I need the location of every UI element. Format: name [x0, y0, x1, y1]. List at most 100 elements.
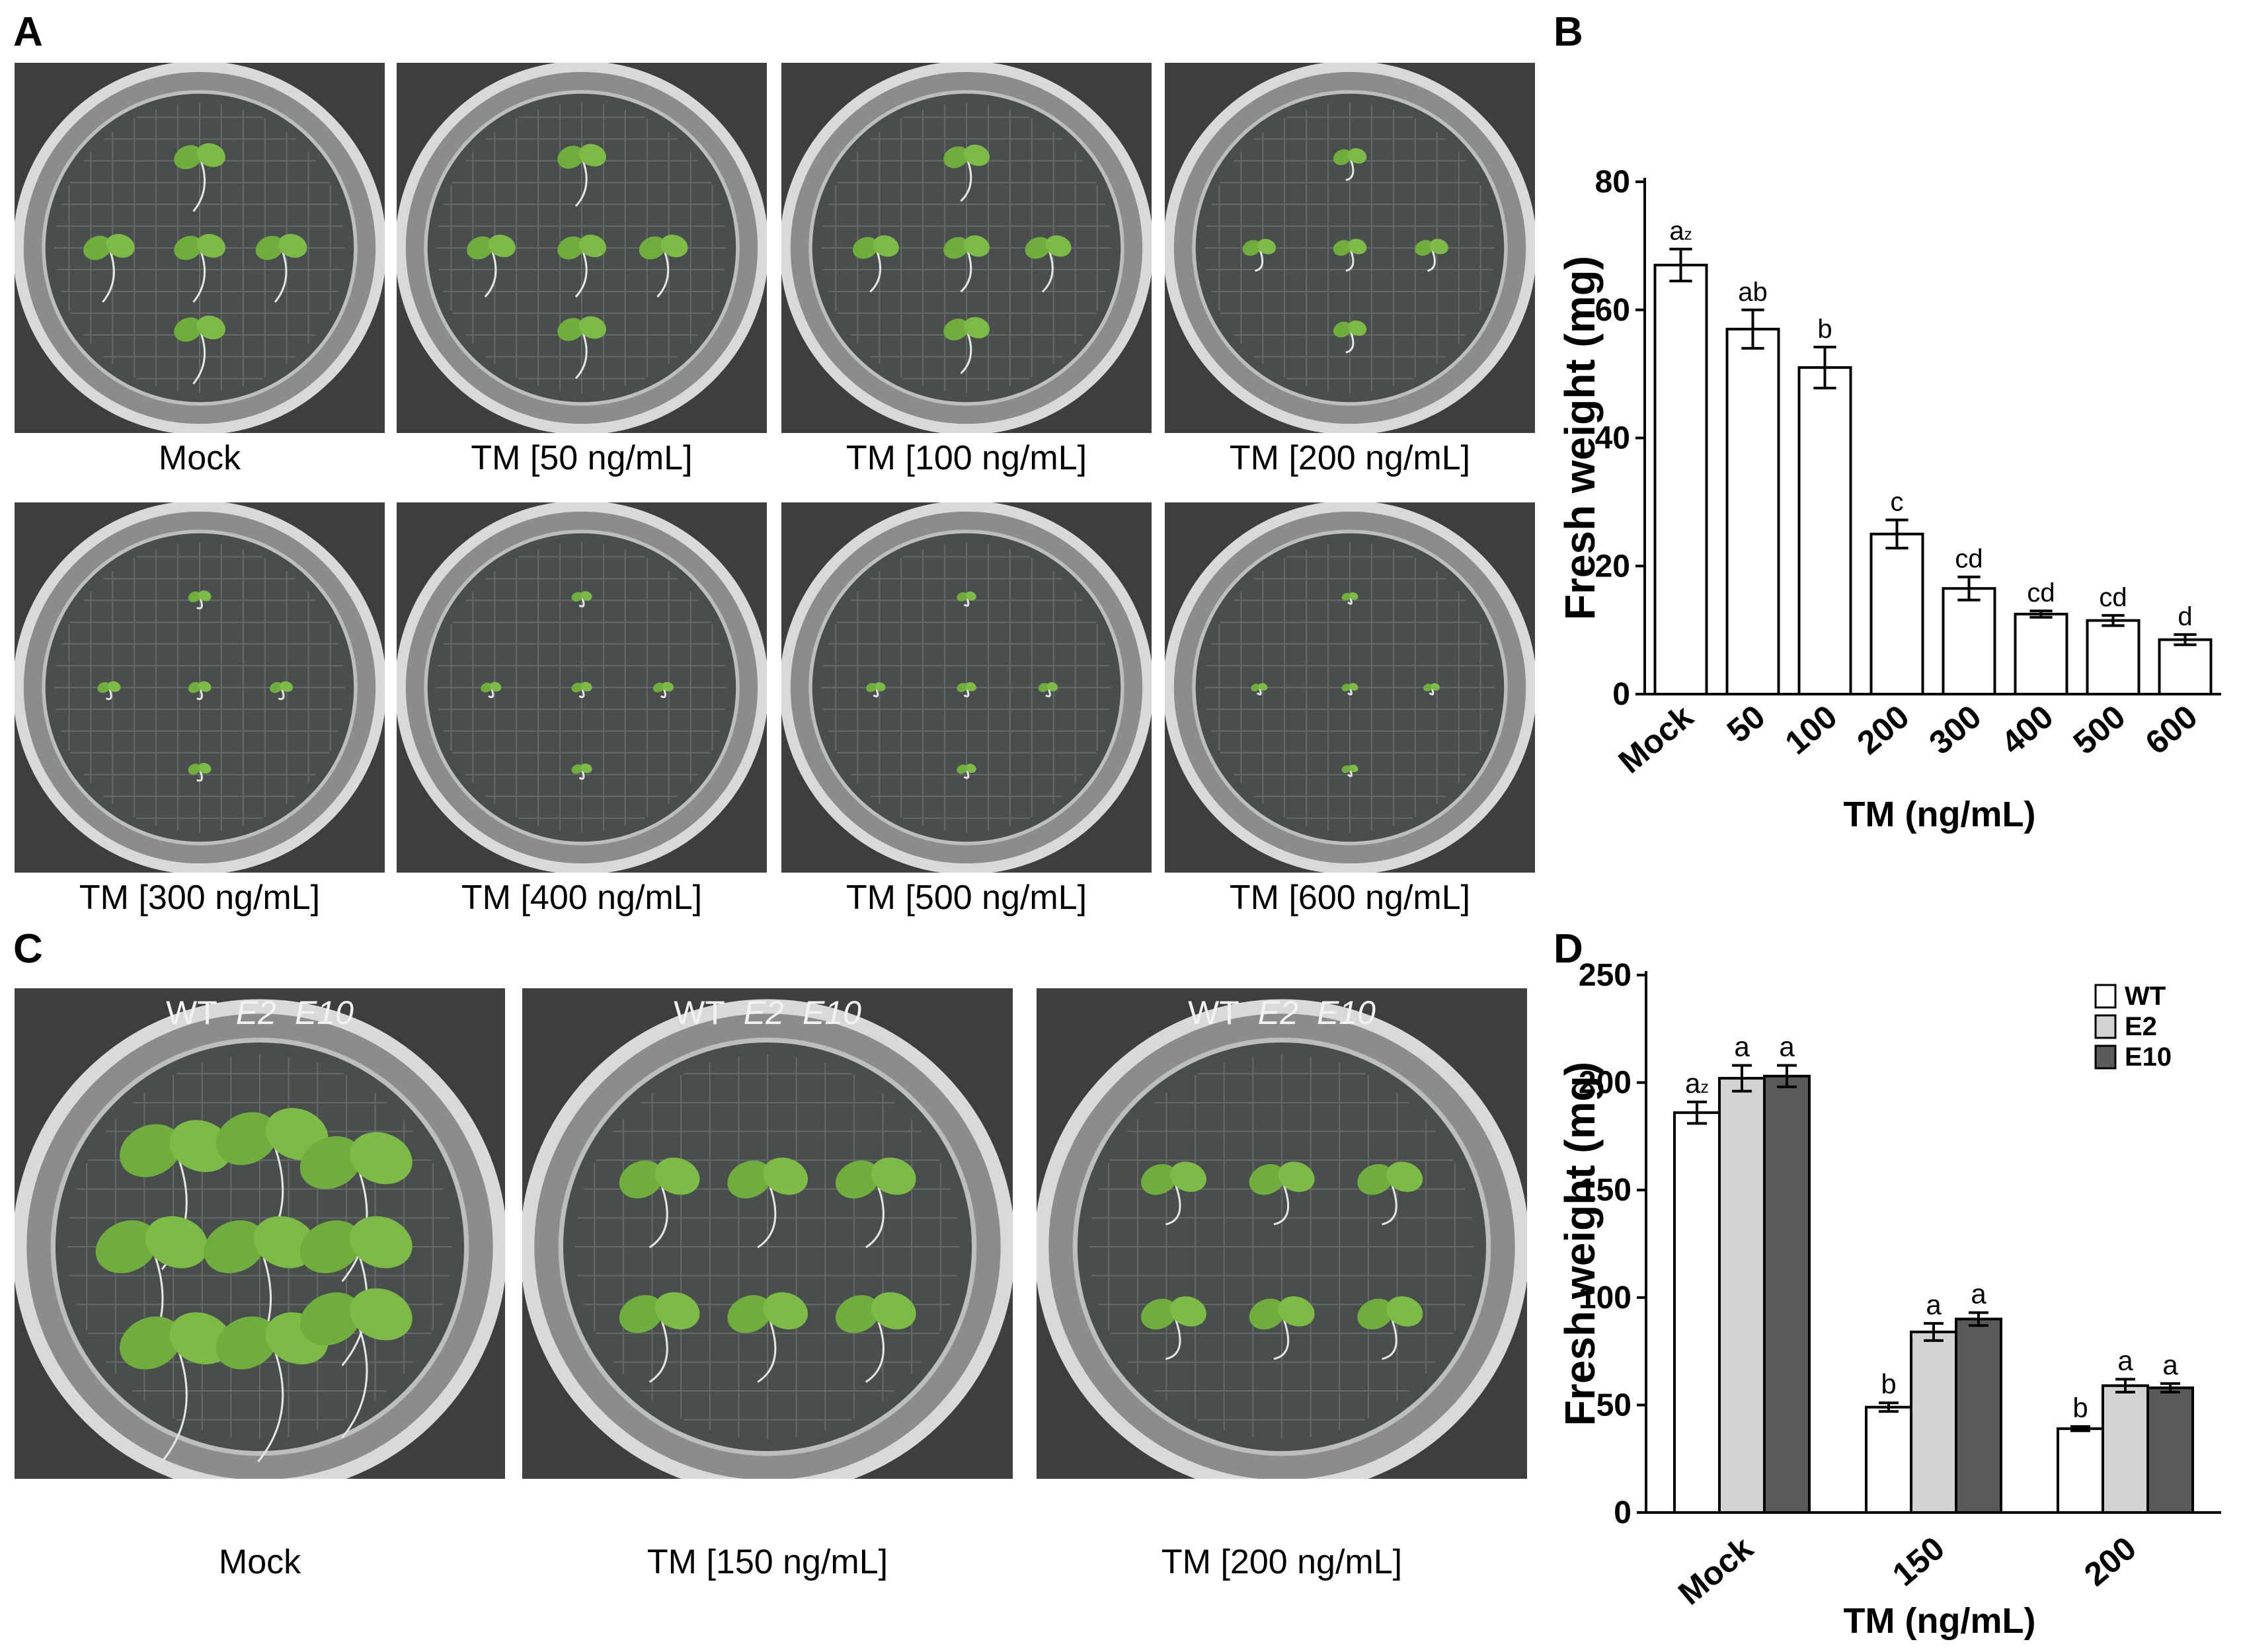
error-bar: [2102, 613, 2125, 627]
seedling: [619, 1158, 700, 1249]
bar: [2158, 638, 2213, 695]
seedling: [943, 144, 990, 202]
seedling: [852, 235, 899, 293]
panel-b-chart: 0 20 40 60 80 az Mock ab 50 b 100 c 200 cd 300 cd 400 cd 5…: [1547, 126, 2234, 859]
seedling: [1249, 1161, 1315, 1226]
y-axis-label: Fresh weight (mg): [1556, 1062, 1604, 1426]
x-tick-label: 100: [1778, 698, 1844, 762]
significance-label: d: [2178, 602, 2192, 631]
seedling: [188, 590, 212, 610]
seedling: [1341, 764, 1358, 777]
legend-swatch: [2094, 984, 2117, 1009]
panel-a-plate-photo: [781, 63, 1152, 433]
panel-letter-d: D: [1553, 926, 1583, 972]
seedling: [571, 682, 592, 698]
seedling: [1249, 1296, 1315, 1360]
seedling: [571, 591, 592, 608]
seedling: [1415, 239, 1448, 272]
y-axis-label: Fresh weight (mg): [1556, 256, 1604, 620]
bar: [1942, 587, 1996, 695]
legend-label: WT: [2125, 982, 2166, 1011]
seedling: [1333, 320, 1367, 354]
y-tick-label: 60: [1595, 293, 1630, 328]
panel-c-plate-photo: WT E2 E10: [522, 988, 1013, 1479]
seedling: [727, 1158, 808, 1249]
significance-label: a: [1926, 1289, 1942, 1320]
panel-a-plate-photo: [397, 502, 767, 873]
genotype-labels: WT E2 E10: [522, 995, 1013, 1031]
seedling: [836, 1158, 916, 1249]
panel-a-plate-caption: TM [500 ng/mL]: [845, 879, 1087, 917]
seedling: [639, 234, 688, 298]
bar: [1910, 1330, 1957, 1514]
y-tick-label: 100: [1579, 1280, 1632, 1316]
significance-label: a: [2162, 1349, 2178, 1380]
seedling: [1423, 683, 1440, 695]
seedling: [727, 1292, 808, 1383]
error-bar: [2029, 610, 2053, 619]
seedling: [957, 682, 976, 697]
panel-a-plate-photo: [397, 63, 767, 433]
seedling: [481, 682, 502, 698]
seedling: [653, 682, 674, 698]
x-tick-label: 200: [1850, 698, 1916, 762]
legend-swatch: [2094, 1044, 2117, 1070]
significance-label: cd: [2027, 578, 2055, 608]
bar: [1653, 263, 1708, 695]
genotype-label-e2: E2: [743, 994, 784, 1031]
error-bar: [2070, 1425, 2090, 1433]
seedling: [1038, 682, 1058, 697]
seedling: [836, 1292, 916, 1383]
bar: [1763, 1074, 1811, 1514]
panel-c-plate-caption: Mock: [218, 1543, 301, 1581]
significance-label: c: [1891, 488, 1904, 517]
bar: [1865, 1405, 1912, 1514]
y-tick-label: 80: [1595, 165, 1630, 200]
x-tick-label: 150: [1885, 1530, 1951, 1594]
seedling: [270, 681, 294, 700]
error-bar: [2174, 633, 2197, 647]
panel-c-plate-caption: TM [150 ng/mL]: [647, 1543, 888, 1581]
y-tick-label: 0: [1614, 1495, 1632, 1530]
panel-a-plate-caption: TM [600 ng/mL]: [1229, 879, 1471, 917]
genotype-label-wt: WT: [166, 994, 217, 1031]
significance-label: b: [1881, 1368, 1896, 1399]
panel-c-plate-photo: WT E2 E10: [15, 988, 505, 1479]
genotype-labels: WT E2 E10: [1037, 995, 1527, 1031]
y-tick-label: 20: [1595, 549, 1630, 584]
significance-label: a: [1971, 1278, 1986, 1310]
error-bar: [1777, 1064, 1797, 1089]
bar: [2146, 1386, 2194, 1514]
bar: [1797, 366, 1852, 695]
x-tick-label: 200: [2077, 1530, 2143, 1594]
panel-a-plate-caption: Mock: [158, 439, 241, 477]
genotype-label-e2: E2: [235, 994, 276, 1031]
significance-label: a: [2117, 1345, 2133, 1376]
panel-c-plate-photo: WT E2 E10: [1037, 988, 1527, 1479]
error-bar: [2115, 1378, 2135, 1394]
seedling: [1141, 1296, 1206, 1360]
error-bar: [1741, 308, 1764, 350]
seedling: [1025, 235, 1072, 293]
significance-label: az: [1685, 1068, 1709, 1099]
error-bar: [1669, 247, 1692, 283]
significance-label: cd: [1955, 545, 1983, 574]
panel-letter-a: A: [13, 9, 43, 55]
x-tick-label: 600: [2139, 698, 2205, 762]
genotype-label-e10: E10: [294, 994, 354, 1031]
seedling: [216, 1312, 329, 1462]
error-bar: [1969, 1311, 1988, 1327]
panel-a-plate-caption: TM [100 ng/mL]: [845, 439, 1087, 477]
seedling: [299, 1288, 413, 1438]
genotype-label-e10: E10: [1316, 994, 1376, 1031]
seedling: [1341, 683, 1358, 695]
bar: [1725, 327, 1780, 695]
error-bar: [1879, 1401, 1899, 1413]
error-bar: [1885, 518, 1908, 550]
significance-label: b: [2072, 1392, 2088, 1423]
panel-a-plate-caption: TM [400 ng/mL]: [461, 879, 703, 917]
seedling: [957, 764, 976, 779]
x-tick-label: Mock: [1671, 1529, 1760, 1612]
panel-a-plate-photo: [1165, 63, 1535, 433]
seedling: [943, 317, 990, 375]
